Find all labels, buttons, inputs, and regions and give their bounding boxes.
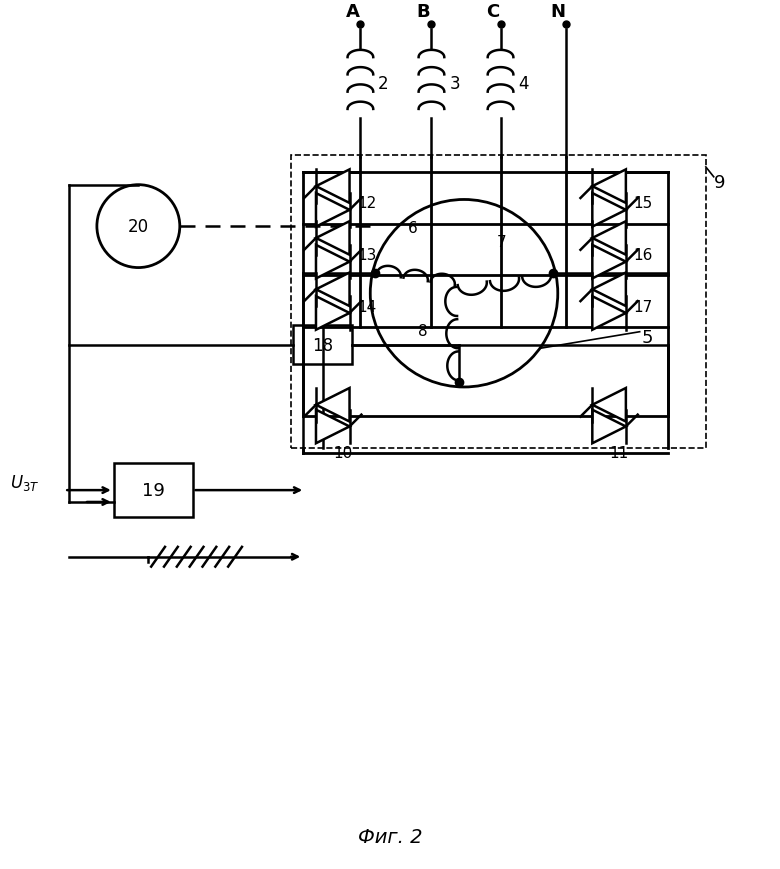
Text: 8: 8 <box>418 323 427 338</box>
Text: 6: 6 <box>408 221 417 235</box>
Text: Фиг. 2: Фиг. 2 <box>358 827 422 846</box>
Polygon shape <box>316 246 349 279</box>
Text: 18: 18 <box>312 336 334 355</box>
Polygon shape <box>316 170 349 203</box>
Text: 3: 3 <box>449 75 460 93</box>
Text: 17: 17 <box>634 299 653 315</box>
Bar <box>114 463 193 518</box>
Text: 11: 11 <box>609 446 629 461</box>
Text: $U_{3T}$: $U_{3T}$ <box>10 473 40 493</box>
Polygon shape <box>592 297 626 330</box>
Polygon shape <box>316 222 349 255</box>
Bar <box>293 325 353 365</box>
Text: 15: 15 <box>634 196 653 211</box>
Text: 14: 14 <box>357 299 377 315</box>
Text: C: C <box>486 3 499 21</box>
Polygon shape <box>316 194 349 228</box>
Text: B: B <box>417 3 431 21</box>
Text: 10: 10 <box>333 446 353 461</box>
Polygon shape <box>592 246 626 279</box>
Polygon shape <box>592 194 626 228</box>
Polygon shape <box>592 388 626 422</box>
Text: 4: 4 <box>518 75 529 93</box>
Text: A: A <box>346 3 360 21</box>
Text: 16: 16 <box>634 248 653 263</box>
Text: N: N <box>550 3 566 21</box>
Text: 5: 5 <box>642 328 653 346</box>
Polygon shape <box>316 410 349 444</box>
Polygon shape <box>592 170 626 203</box>
Text: 7: 7 <box>497 235 506 249</box>
Text: 13: 13 <box>357 248 377 263</box>
Text: 12: 12 <box>357 196 377 211</box>
Polygon shape <box>316 388 349 422</box>
Polygon shape <box>592 222 626 255</box>
Text: 2: 2 <box>378 75 388 93</box>
Polygon shape <box>592 410 626 444</box>
Text: 9: 9 <box>714 174 725 191</box>
Polygon shape <box>592 273 626 307</box>
Polygon shape <box>316 273 349 307</box>
Text: 19: 19 <box>142 481 165 500</box>
Text: 20: 20 <box>128 218 149 235</box>
Polygon shape <box>316 297 349 330</box>
